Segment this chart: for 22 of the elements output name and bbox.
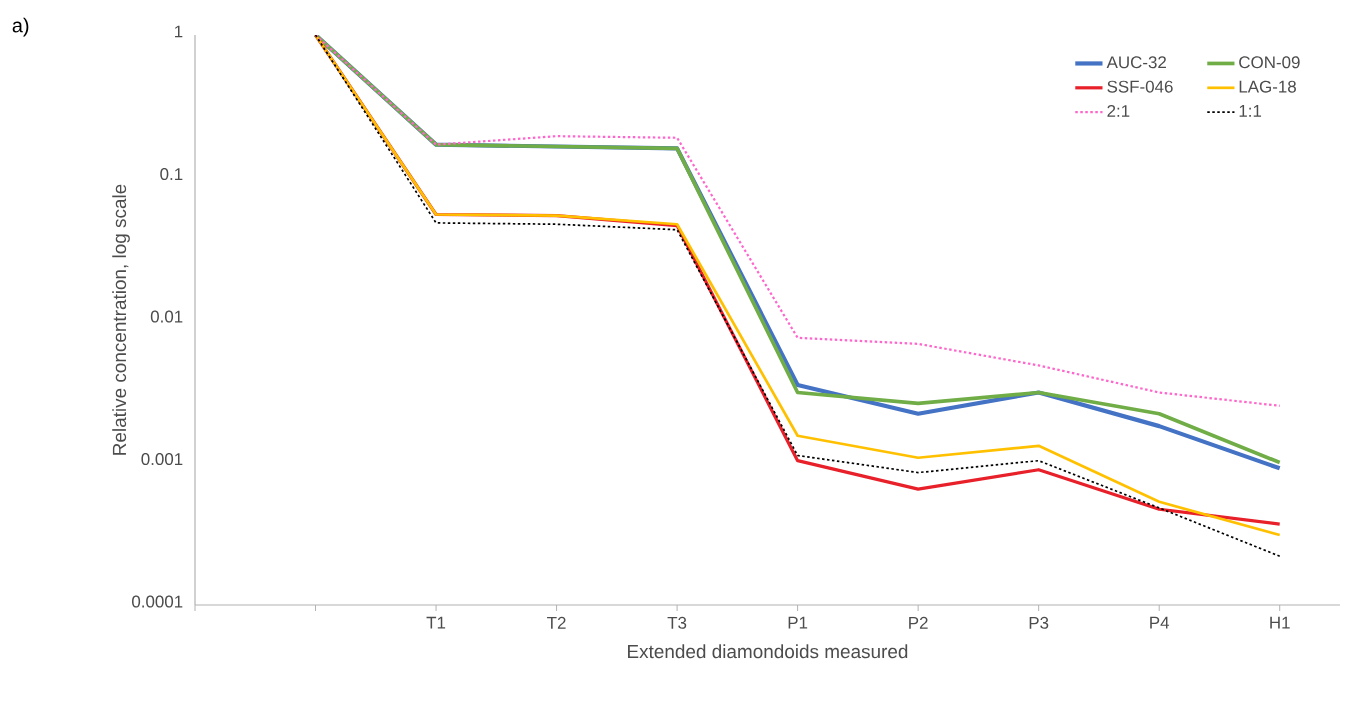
x-tick-label: P3 [1029,616,1049,629]
x-tick-label: T1 [426,616,446,629]
y-tick-label: 0.1 [160,168,183,181]
legend-label: AUC-32 [1106,56,1166,69]
x-tick-label: H1 [1270,616,1290,629]
legend-label: 1:1 [1239,105,1262,117]
x-tick-label: P1 [788,616,808,629]
y-tick-label: 0.01 [150,310,183,323]
text: a) [12,17,29,37]
legend-label: SSF-046 [1107,80,1173,93]
x-tick-label: P2 [909,616,928,629]
legend-label: CON-09 [1239,56,1300,69]
x-tick-label: P4 [1150,616,1170,629]
x-tick-label: T2 [547,616,566,629]
y-tick-label: 0.0001 [132,595,183,608]
y-tick-label: 1 [175,25,183,38]
y-axis-title: Relative concentration, log scale [112,184,130,455]
y-tick-label: 0.001 [141,453,183,466]
x-axis-title: Extended diamondoids measured [628,644,908,659]
legend-label: LAG-18 [1239,80,1296,93]
x-tick-label: T3 [667,616,687,629]
legend-label: 2:1 [1107,104,1130,117]
